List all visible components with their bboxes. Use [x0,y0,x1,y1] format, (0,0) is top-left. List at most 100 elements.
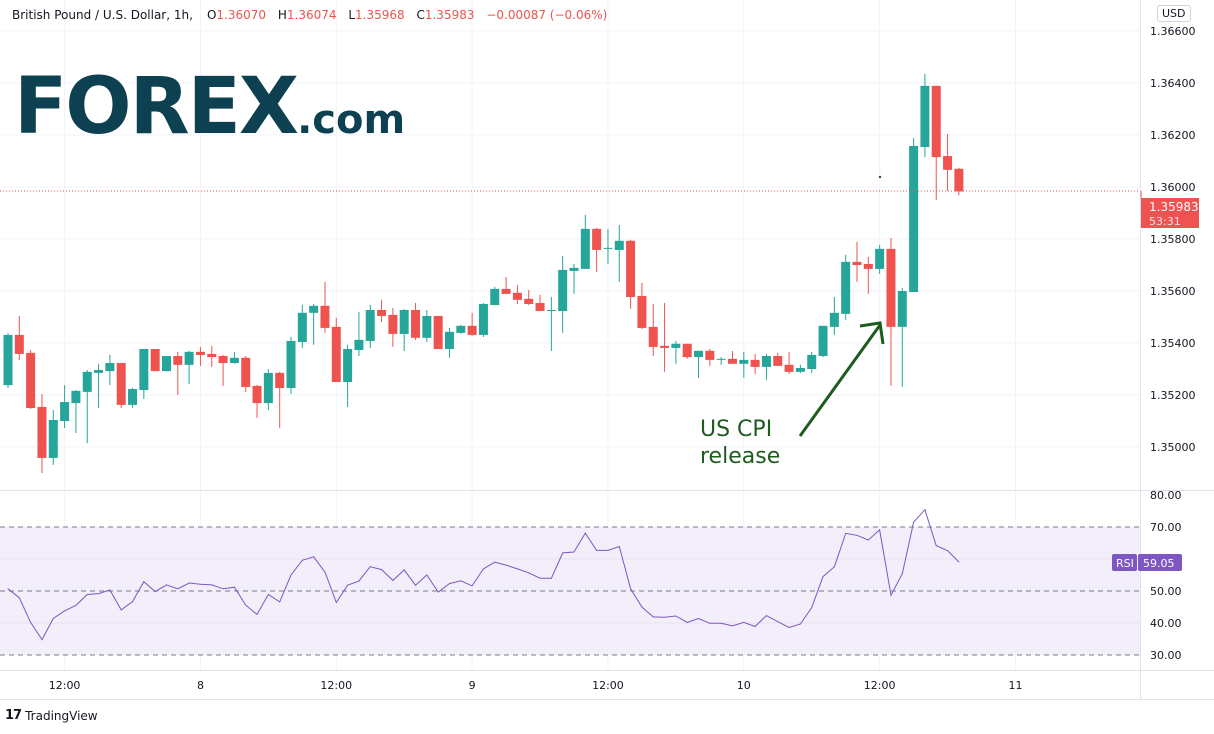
rsi-point [177,588,179,590]
candle-body [343,348,353,382]
candle-body [546,309,556,312]
candle-body [569,267,579,271]
rsi-point [935,545,937,547]
candle [875,244,885,274]
low-value: 1.35968 [355,8,405,22]
rsi-point [403,569,405,571]
tradingview-brand: TradingView [25,708,98,723]
candle-body [524,298,534,304]
current-price-label: 1.35983 53:31 [1140,191,1199,228]
candle [37,393,47,473]
rsi-point [652,616,654,618]
candle-body [229,357,239,364]
price-tick-label: 1.35800 [1150,233,1196,246]
candle-body [3,334,13,386]
candle [535,294,545,312]
candle-body [739,359,749,364]
tradingview-footer[interactable]: 17 TradingView [5,708,98,723]
candle [739,351,749,378]
candle-body [241,357,251,387]
rsi-axis[interactable]: 80.00 70.00 50.00 40.00 30.00 [1150,489,1182,662]
open-value: 1.36070 [216,8,267,22]
rsi-point [505,564,507,566]
rsi-tick-label: 80.00 [1150,489,1182,502]
candle-body [909,145,919,293]
rsi-point [833,566,835,568]
price-axis[interactable]: 1.36600 1.36400 1.36200 1.36000 1.35800 1.356… [1150,25,1196,454]
forex-logo: FOREX.com [14,62,405,152]
candle-body [807,354,817,369]
rsi-point [709,622,711,624]
rsi-point [143,581,145,583]
price-tick-label: 1.36200 [1150,129,1196,142]
rsi-point [18,597,20,599]
candle-body [388,314,398,334]
open-label: O [206,8,217,22]
rsi-point [279,601,281,603]
rsi-point [437,591,439,593]
candle-body [252,385,262,404]
rsi-tick-label: 50.00 [1150,585,1182,598]
candle [331,317,341,382]
candle-body [795,367,805,372]
candle [546,296,556,352]
rsi-tick-label: 70.00 [1150,521,1182,534]
candle-body [60,402,70,421]
candle [671,340,681,364]
rsi-point [913,521,915,523]
rsi-point [516,568,518,570]
rsi-point [777,621,779,623]
time-tick-label: 8 [197,679,204,692]
candle [241,356,251,392]
candle [309,304,319,345]
low-label: L [348,8,356,22]
time-axis[interactable]: 12:00 8 12:00 9 12:00 10 12:00 11 [49,679,1023,692]
rsi-point [448,583,450,585]
candle [716,357,726,365]
candle [377,299,387,322]
time-tick-label: 12:00 [592,679,624,692]
candle [343,344,353,407]
candle [920,73,930,158]
candle-body [14,334,24,354]
rsi-point [788,626,790,628]
rsi-point [550,577,552,579]
rsi-point [811,607,813,609]
candle-body [829,312,839,327]
chart-header: British Pound / U.S. Dollar, 1h, O1.3607… [12,8,615,22]
symbol-title[interactable]: British Pound / U.S. Dollar, 1h, [12,8,193,22]
candle-body [26,352,36,408]
currency-button[interactable]: USD [1157,5,1191,22]
price-tick-label: 1.35600 [1150,285,1196,298]
rsi-point [290,574,292,576]
rsi-point [607,549,609,551]
candle-body [150,348,160,372]
rsi-point [618,546,620,548]
candle [761,353,771,380]
candle [48,410,58,465]
candle-body [139,348,149,391]
rsi-point [460,580,462,582]
candle-body [478,304,488,335]
candle-body [207,353,217,358]
candle [478,302,488,338]
candle-body [320,305,330,328]
candle [784,351,794,374]
time-tick-label: 10 [737,679,751,692]
rsi-point [222,588,224,590]
candle [558,255,568,333]
candle [297,304,307,348]
time-tick-label: 9 [469,679,476,692]
rsi-point [822,576,824,578]
rsi-point [426,574,428,576]
candle-body [411,309,421,338]
bar-countdown: 53:31 [1149,215,1181,228]
rsi-point [41,639,43,641]
candle-body [694,350,704,358]
candle-body [467,325,477,335]
candle-body [660,345,670,348]
candle [388,307,398,347]
candle-body [626,240,636,297]
candle [184,350,194,385]
rsi-point [75,604,77,606]
